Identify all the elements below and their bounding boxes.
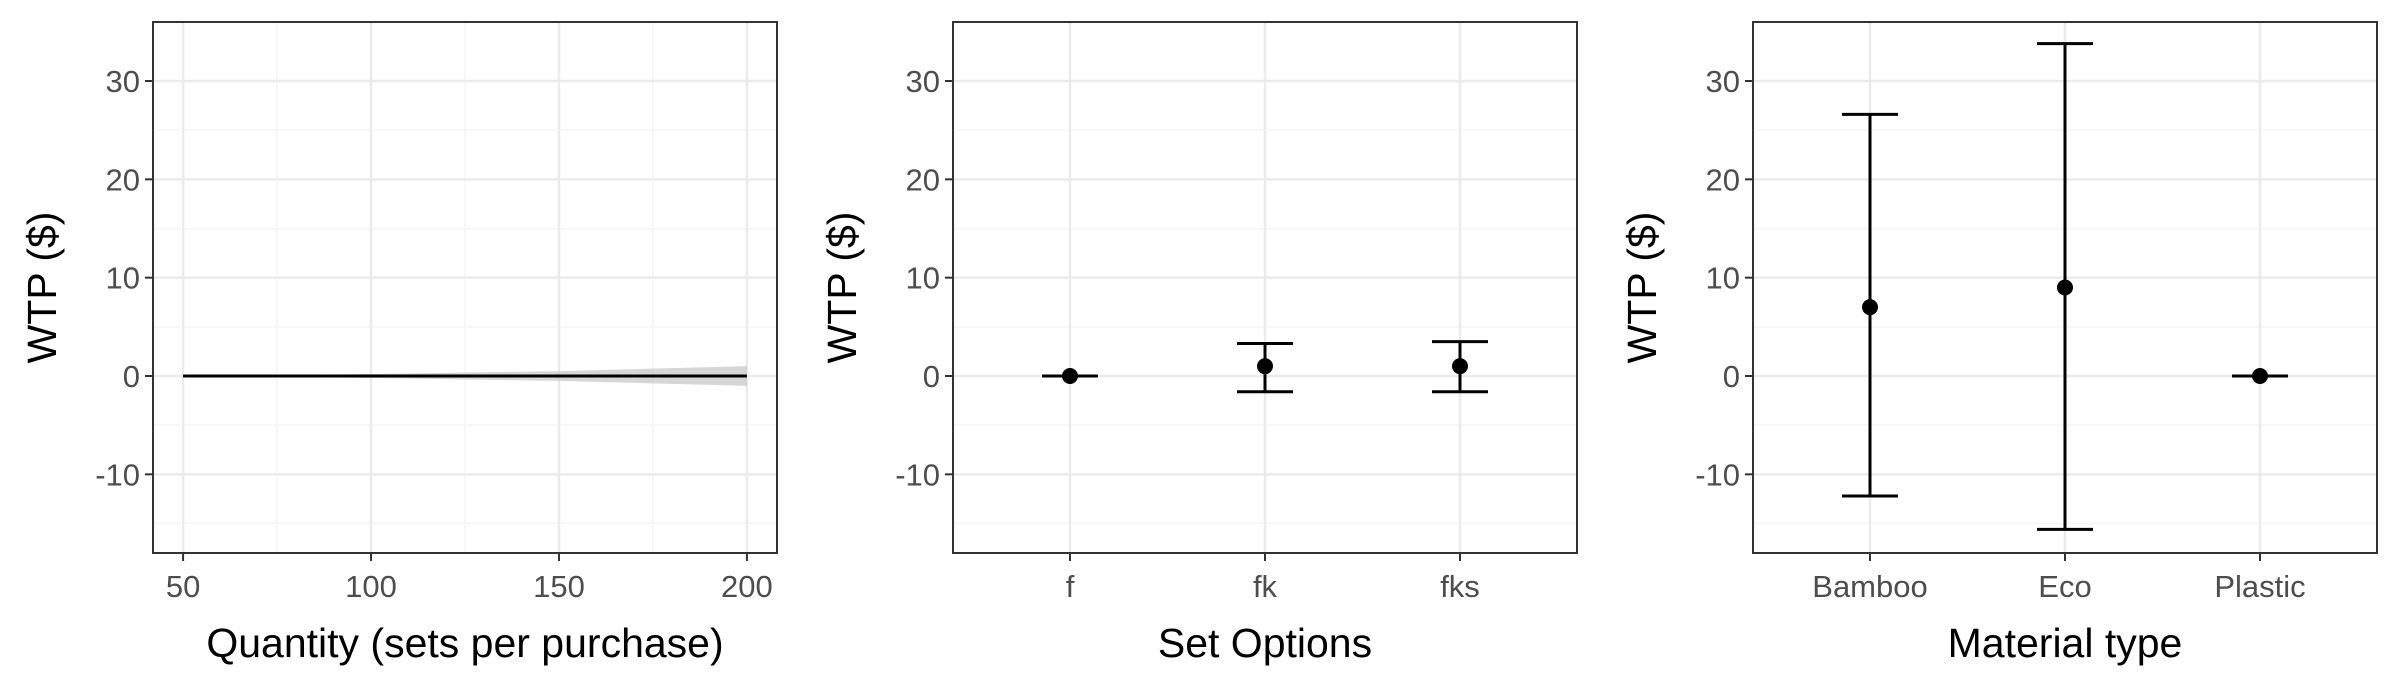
- y-tick-label: 10: [1706, 261, 1740, 296]
- x-tick-label: fk: [1253, 569, 1278, 604]
- y-axis-title: WTP ($): [19, 212, 65, 364]
- y-tick-label: 30: [106, 64, 140, 99]
- y-tick-label: 20: [106, 162, 140, 197]
- y-tick-label: 20: [906, 162, 940, 197]
- panel-material-type: -10 0 10 20 30 Bamboo Eco Plastic Material type…: [1619, 21, 2378, 666]
- panel-set-options: -10 0 10 20 30 f fk fks Set Options WTP ($): [819, 21, 1578, 666]
- x-tick-label: f: [1066, 569, 1075, 604]
- x-tick-label: Bamboo: [1812, 569, 1927, 604]
- x-tick-label: 100: [345, 569, 397, 604]
- ticks-layer: [1745, 80, 2261, 561]
- x-axis-title: Material type: [1948, 620, 2183, 666]
- y-tick-label: -10: [95, 457, 140, 492]
- tick-labels-layer: -10 0 10 20 30 f fk fks: [895, 64, 1480, 604]
- x-axis-title: Set Options: [1158, 620, 1372, 666]
- estimate-point: [1452, 358, 1468, 375]
- marks-layer: [1842, 42, 2288, 531]
- estimate-point: [1862, 299, 1878, 316]
- estimate-point: [2057, 279, 2073, 296]
- panel-quantity: -10 0 10 20 30 50 100 150 200 Quantity (sets per…: [19, 21, 778, 666]
- y-tick-label: -10: [895, 457, 940, 492]
- x-tick-label: fks: [1440, 569, 1480, 604]
- y-tick-label: 30: [906, 64, 940, 99]
- panel-border: [152, 21, 778, 554]
- y-tick-label: 0: [123, 359, 140, 394]
- x-tick-label: 200: [721, 569, 773, 604]
- estimate-point: [1062, 368, 1078, 384]
- y-axis-title: WTP ($): [1619, 212, 1665, 364]
- y-tick-label: 10: [906, 261, 940, 296]
- x-tick-label: 50: [166, 569, 200, 604]
- marks-layer: [1042, 340, 1488, 394]
- ticks-layer: [145, 80, 748, 561]
- y-axis-title: WTP ($): [819, 212, 865, 364]
- y-tick-label: 10: [106, 261, 140, 296]
- x-tick-label: 150: [533, 569, 585, 604]
- x-axis-title: Quantity (sets per purchase): [206, 620, 723, 666]
- estimate-point: [1257, 358, 1273, 375]
- y-tick-label: -10: [1695, 457, 1740, 492]
- y-tick-label: 0: [1723, 359, 1740, 394]
- y-tick-label: 30: [1706, 64, 1740, 99]
- tick-labels-layer: -10 0 10 20 30 Bamboo Eco Plastic: [1695, 64, 2305, 604]
- x-tick-label: Plastic: [2214, 569, 2305, 604]
- estimate-point: [2252, 368, 2268, 384]
- tick-labels-layer: -10 0 10 20 30 50 100 150 200: [95, 64, 773, 604]
- x-tick-label: Eco: [2038, 569, 2091, 604]
- y-tick-label: 20: [1706, 162, 1740, 197]
- ticks-layer: [945, 80, 1461, 561]
- y-tick-label: 0: [923, 359, 940, 394]
